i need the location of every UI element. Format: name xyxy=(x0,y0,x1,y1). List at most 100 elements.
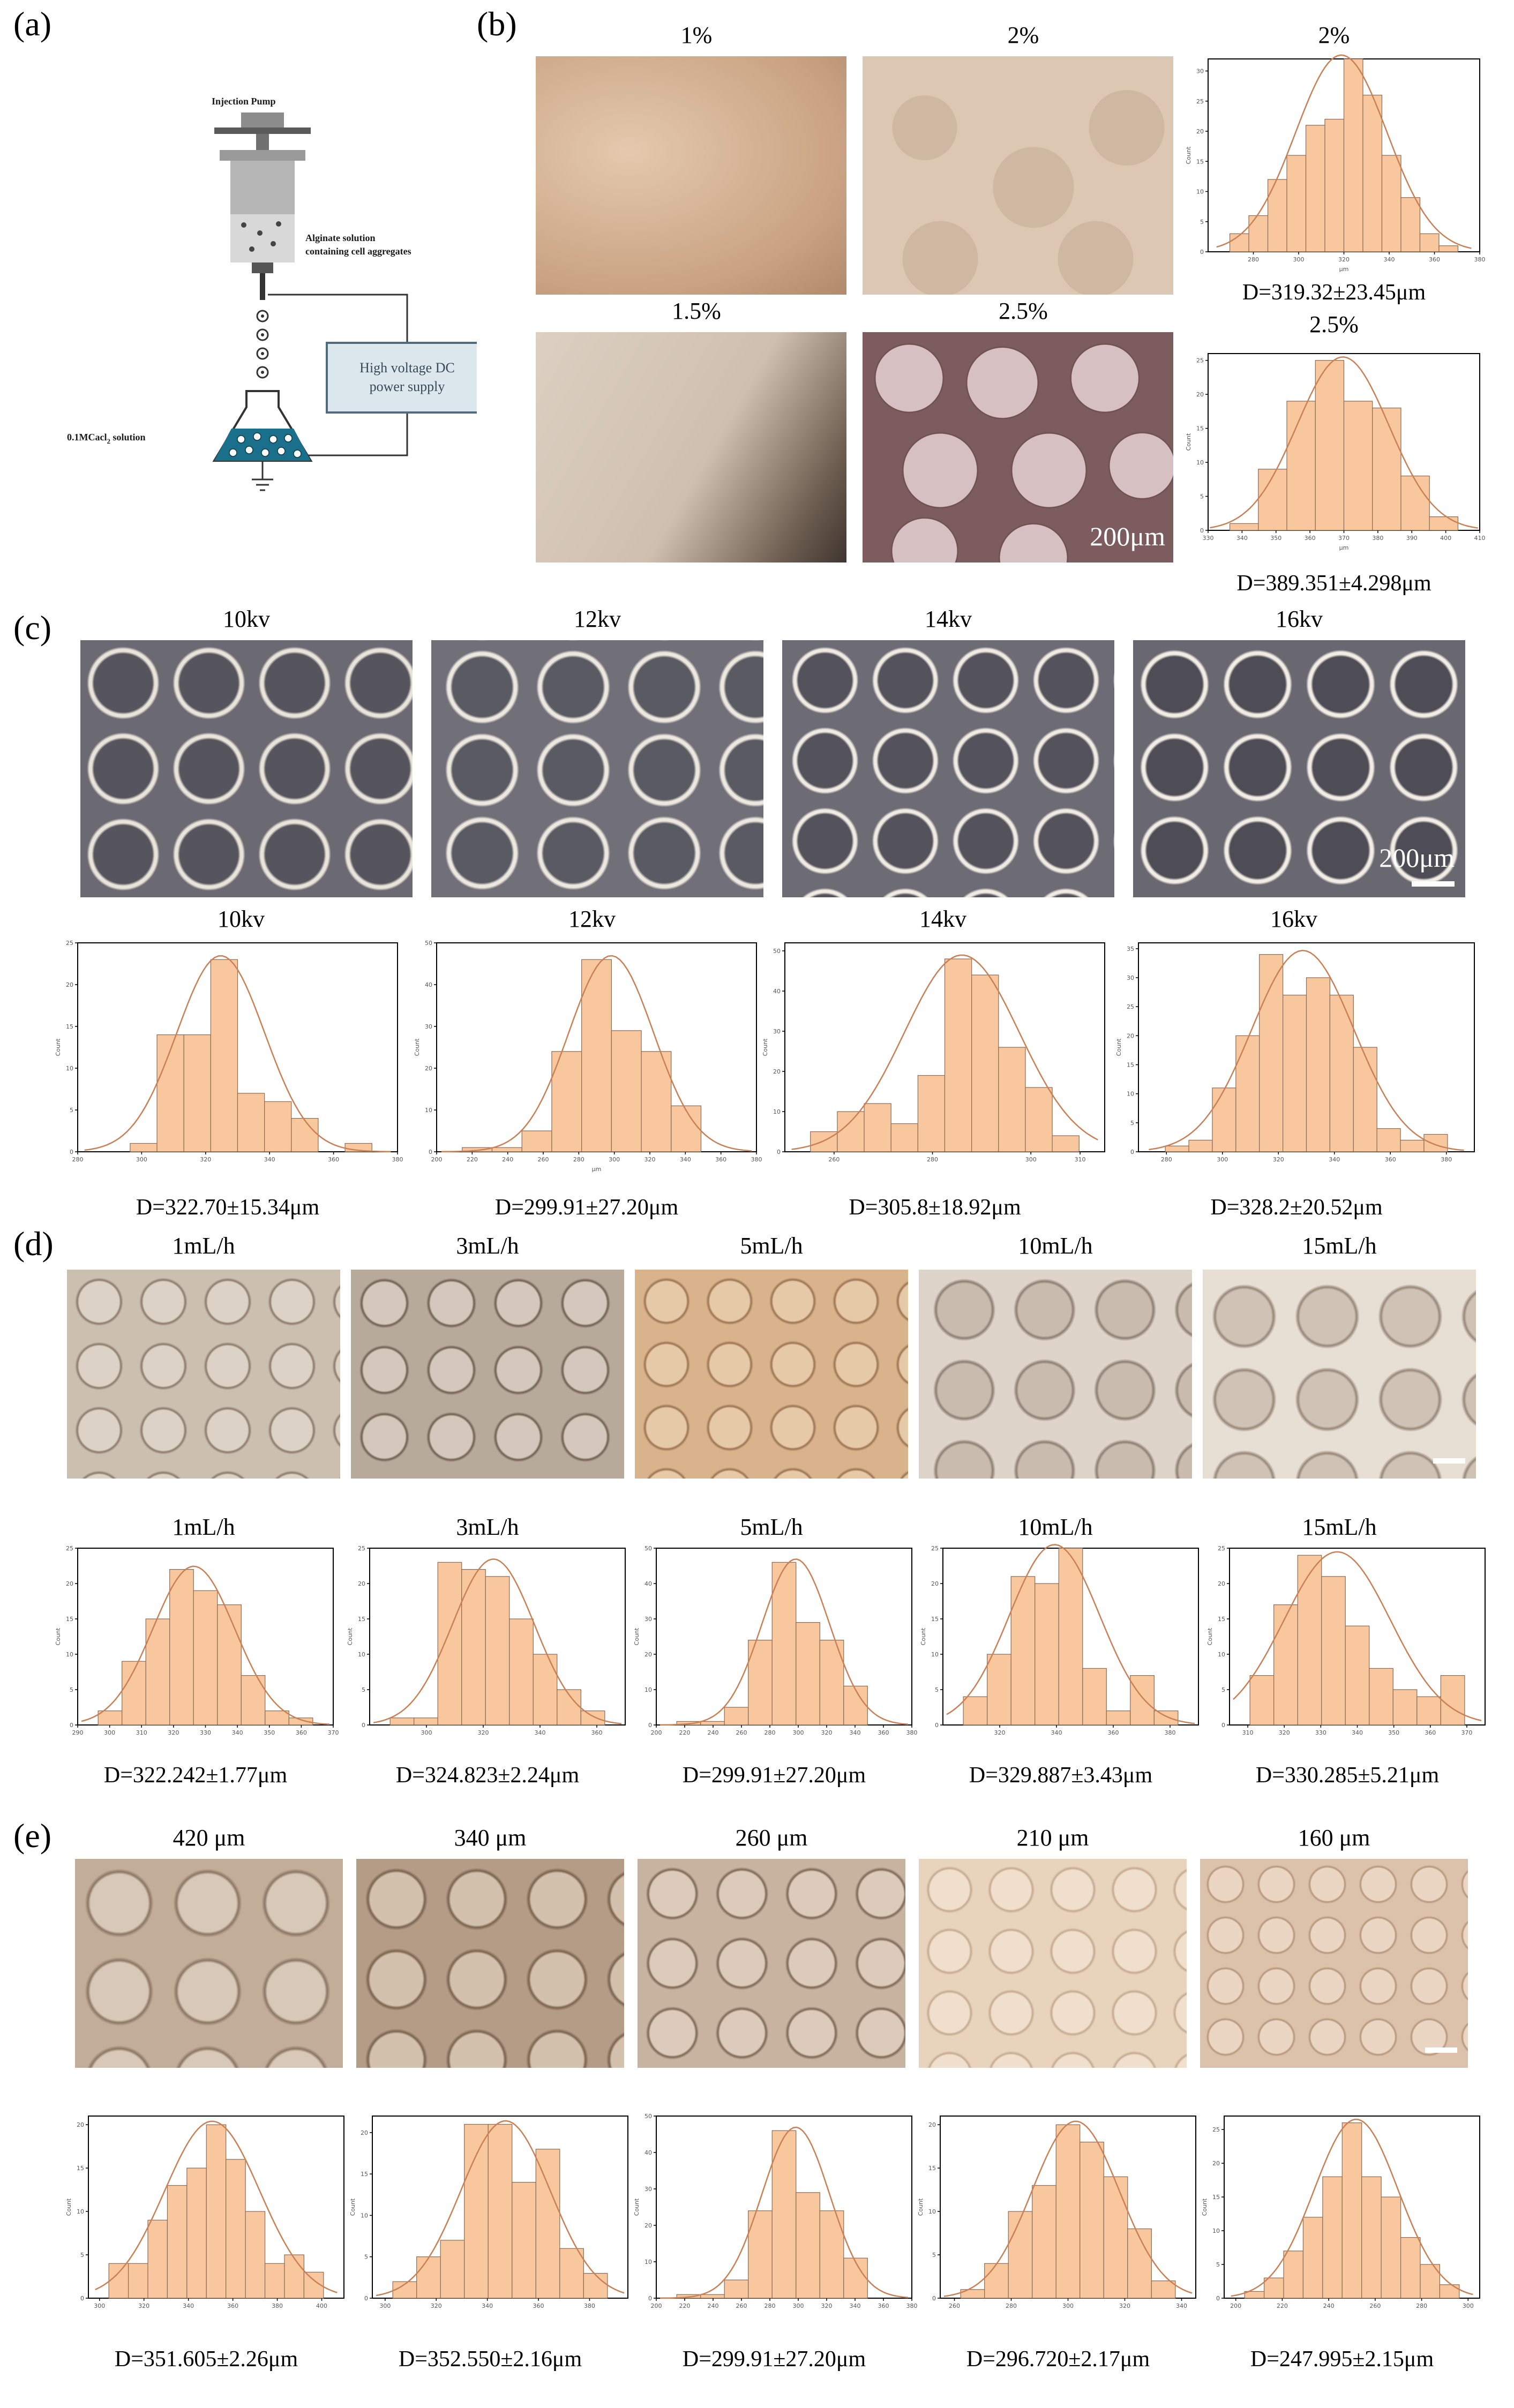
plunger-top xyxy=(241,112,284,129)
x-tick-label: 340 xyxy=(1329,1156,1340,1163)
y-tick-label: 15 xyxy=(931,1616,939,1623)
normal-fit-curve xyxy=(1231,2118,1473,2297)
y-tick-label: 20 xyxy=(358,1580,365,1587)
normal-fit-curve xyxy=(1149,950,1464,1151)
y-tick-label: 5 xyxy=(932,2252,936,2259)
y-tick-label: 40 xyxy=(773,988,781,995)
panel-label-b: (b) xyxy=(477,5,517,43)
y-tick-label: 15 xyxy=(1127,1062,1134,1069)
d-hist-title-3: 3mL/h xyxy=(456,1514,519,1540)
histogram-e-340um: 300 320 340 360 380 0 5 10 15 20 Count xyxy=(349,2116,628,2309)
x-tick-label: 340 xyxy=(535,1729,546,1736)
histogram-bar xyxy=(559,2248,584,2299)
panel-label-e: (e) xyxy=(13,1817,52,1855)
y-tick-label: 5 xyxy=(362,1686,365,1693)
histogram-bar xyxy=(1343,58,1363,252)
x-tick-label: 310 xyxy=(136,1729,147,1736)
normal-fit-curve xyxy=(1210,356,1478,529)
y-tick-label: 5 xyxy=(70,1107,73,1114)
histogram-bar xyxy=(1322,2176,1343,2299)
x-tick-label: 340 xyxy=(232,1729,243,1736)
y-tick-label: 20 xyxy=(1212,2160,1220,2167)
normal-fit-curve xyxy=(81,1565,330,1726)
cell-dot xyxy=(271,241,276,246)
y-tick-label: 20 xyxy=(644,1651,652,1658)
y-tick-label: 30 xyxy=(773,1028,781,1035)
x-tick-label: 380 xyxy=(751,1156,762,1163)
histogram-bar xyxy=(1212,1087,1236,1152)
histogram-bar xyxy=(264,1101,292,1152)
y-tick-label: 10 xyxy=(425,1107,432,1114)
y-tick-label: 15 xyxy=(66,1023,73,1030)
barrel-top xyxy=(220,150,305,161)
y-tick-label: 10 xyxy=(1212,2227,1220,2234)
histogram-b-2-5pct: 330 340 350 360 370 380 390 400 410 0 5 10 15 20 25 Cou… xyxy=(1185,353,1486,551)
x-tick-label: 360 xyxy=(1429,256,1440,263)
histogram-bar xyxy=(700,1721,725,1726)
x-axis-label: μm xyxy=(1339,544,1349,551)
y-tick-label: 40 xyxy=(644,2149,652,2156)
y-tick-label: 20 xyxy=(425,1065,432,1072)
x-tick-label: 380 xyxy=(1372,535,1383,542)
micrograph-10kv xyxy=(80,640,413,897)
y-axis-label: Count xyxy=(1185,433,1192,451)
histogram-bar xyxy=(771,2130,797,2299)
y-tick-label: 0 xyxy=(648,1722,652,1729)
x-tick-label: 300 xyxy=(1025,1156,1037,1163)
y-tick-label: 10 xyxy=(358,1651,365,1658)
normal-fit-curve xyxy=(1216,54,1472,249)
micrograph-5mlh xyxy=(635,1270,908,1479)
y-tick-label: 20 xyxy=(77,2121,84,2128)
scale-label: 200μm xyxy=(1090,521,1165,551)
x-tick-label: 280 xyxy=(765,2302,776,2309)
e-d-value-160: D=247.995±2.15μm xyxy=(1250,2347,1434,2372)
histogram-bar xyxy=(1423,1134,1448,1152)
histogram-bar xyxy=(1263,2277,1284,2299)
d-hist-title-1: 1mL/h xyxy=(172,1514,235,1540)
plunger-flange xyxy=(214,127,311,134)
b-label-2pct: 2% xyxy=(1007,22,1039,48)
histogram-bar xyxy=(1392,1689,1418,1726)
panel-label-a: (a) xyxy=(13,5,52,43)
histogram-bar xyxy=(963,1696,988,1726)
histogram-e-260um: 200 220 240 260 280 300 320 340 360 380 0 10 20 30 40 5… xyxy=(633,2113,918,2309)
c-d-value-10kv: D=322.70±15.34μm xyxy=(136,1195,320,1220)
histogram-bar xyxy=(1306,977,1330,1152)
histogram-bar xyxy=(1315,360,1345,531)
x-tick-label: 260 xyxy=(736,2302,747,2309)
histogram-d-5mlh: 200 220 240 260 280 300 320 340 360 380 0 10 20 30 40 5… xyxy=(633,1545,918,1736)
y-tick-label: 0 xyxy=(932,2295,936,2302)
y-tick-label: 10 xyxy=(361,2212,368,2219)
solution-chamber xyxy=(230,214,295,262)
histogram-bar xyxy=(491,1147,522,1152)
b-label-1-5pct: 1.5% xyxy=(672,298,721,324)
micrograph-1pct xyxy=(536,56,846,295)
e-label-420: 420 μm xyxy=(173,1825,245,1851)
normal-fit-curve xyxy=(943,2120,1193,2297)
y-axis-label: Count xyxy=(917,2198,924,2216)
histogram-bar xyxy=(183,1034,211,1152)
y-tick-label: 35 xyxy=(1127,946,1134,952)
y-tick-label: 40 xyxy=(644,1580,652,1587)
histogram-bar xyxy=(671,1105,702,1152)
histogram-bar xyxy=(917,1075,946,1152)
y-tick-label: 0 xyxy=(935,1722,939,1729)
y-tick-label: 10 xyxy=(773,1108,781,1115)
d-d-value-3: D=324.823±2.24μm xyxy=(395,1763,580,1788)
histogram-bar xyxy=(1080,2141,1104,2299)
y-tick-label: 20 xyxy=(644,2222,652,2229)
histogram-bar xyxy=(1297,1555,1322,1726)
histogram-bar xyxy=(864,1103,891,1152)
y-tick-label: 25 xyxy=(1212,2126,1220,2133)
y-axis-label: Count xyxy=(414,1038,421,1056)
x-tick-label: 240 xyxy=(708,2302,719,2309)
micrograph-14kv xyxy=(782,640,1114,897)
x-tick-label: 300 xyxy=(136,1156,147,1163)
histogram-bar xyxy=(1248,215,1269,252)
histogram-bar xyxy=(1321,1576,1346,1726)
x-axis-label: μm xyxy=(1339,266,1349,273)
histogram-bar xyxy=(748,1640,773,1726)
y-axis-label: Count xyxy=(55,1627,62,1645)
y-tick-label: 25 xyxy=(1218,1545,1225,1552)
y-tick-label: 50 xyxy=(773,948,781,955)
